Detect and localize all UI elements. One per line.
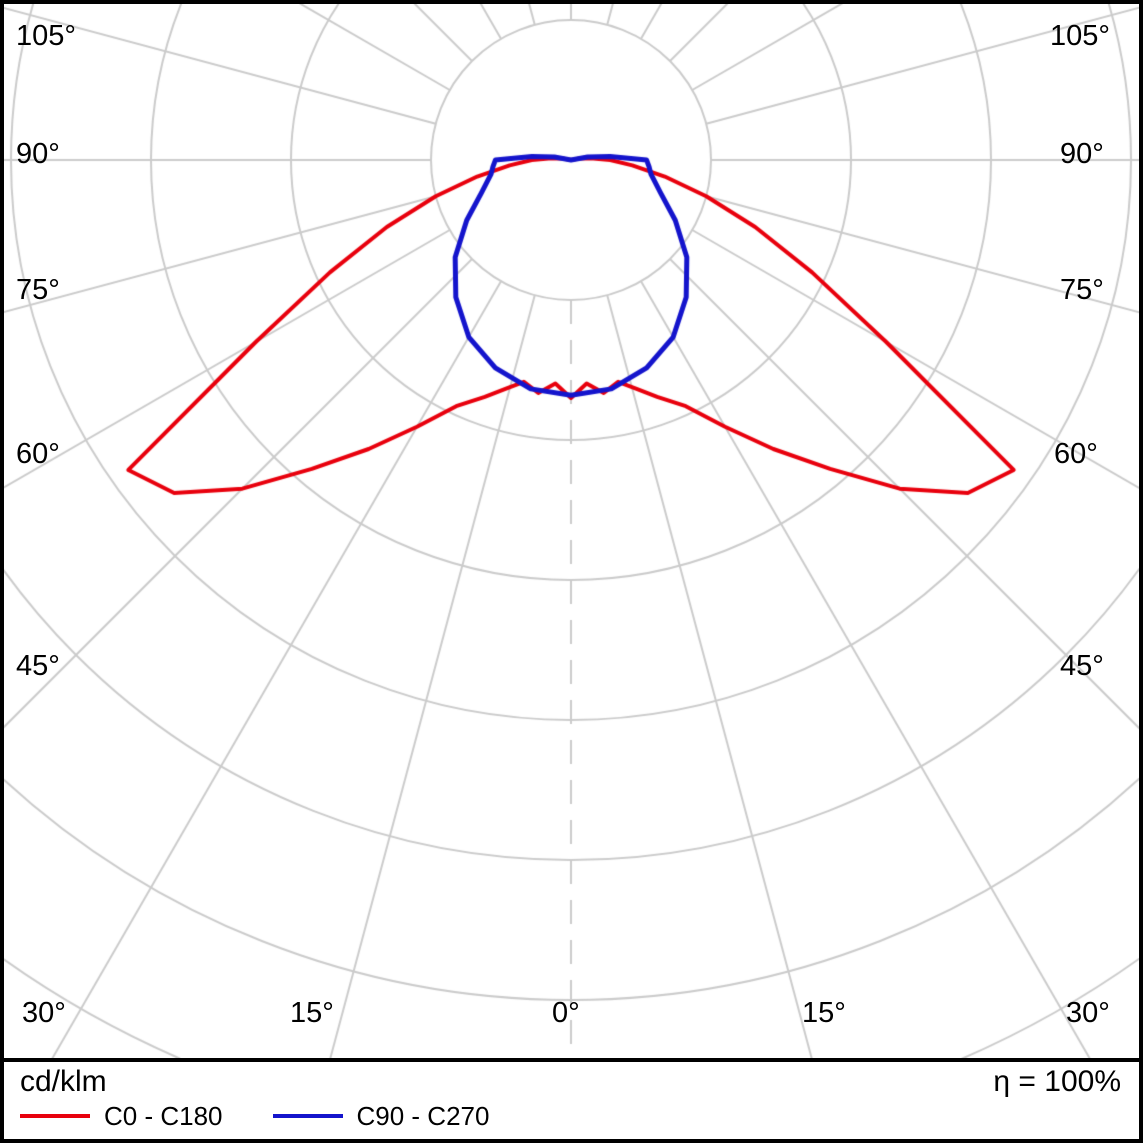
- angle-tick-label: 105°: [1050, 20, 1110, 52]
- angle-tick-label: 30°: [22, 997, 66, 1029]
- angle-tick-label: 45°: [1060, 650, 1104, 682]
- legend-label: C90 - C270: [356, 1100, 490, 1131]
- angle-tick-label: 15°: [802, 997, 846, 1029]
- legend-item-c0-c180: C0 - C180: [20, 1103, 223, 1129]
- legend: C0 - C180 C90 - C270: [20, 1103, 1121, 1129]
- angle-tick-label: 75°: [16, 274, 60, 306]
- chart-footer: cd/klm η = 100% C0 - C180 C90 - C270: [4, 1062, 1139, 1139]
- footer-top-row: cd/klm η = 100%: [20, 1066, 1121, 1098]
- legend-item-c90-c270: C90 - C270: [272, 1100, 490, 1131]
- polar-intensity-chart: 105° 90° 75° 60° 45° 30° 15° 0° 15° 30° 45° 60° 75° 9…: [4, 4, 1139, 1062]
- legend-line-swatch-red: [20, 1113, 90, 1118]
- angle-tick-label: 75°: [1060, 274, 1104, 306]
- efficiency-label: η = 100%: [993, 1065, 1121, 1098]
- units-label: cd/klm: [20, 1065, 107, 1098]
- angle-tick-label: 60°: [16, 438, 60, 470]
- angle-tick-label: 90°: [1060, 138, 1104, 170]
- angle-tick-label: 15°: [290, 997, 334, 1029]
- angle-tick-label: 90°: [16, 138, 60, 170]
- legend-label: C0 - C180: [104, 1100, 223, 1131]
- angle-tick-label: 30°: [1066, 997, 1110, 1029]
- angle-tick-label: 0°: [552, 997, 580, 1029]
- angle-tick-label: 45°: [16, 650, 60, 682]
- polar-chart-canvas: [4, 4, 1139, 1058]
- legend-line-swatch-blue: [272, 1113, 343, 1118]
- angle-tick-label: 105°: [16, 20, 76, 52]
- angle-tick-label: 60°: [1054, 438, 1098, 470]
